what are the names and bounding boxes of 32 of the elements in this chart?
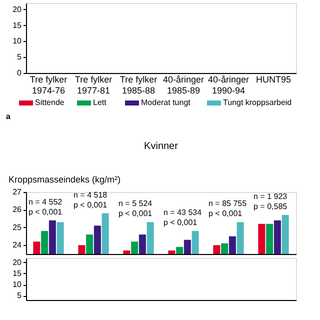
legend-label: Sittende xyxy=(35,98,65,107)
chart-title: Kvinner xyxy=(144,141,179,152)
legend-label: Tungt kroppsarbeid xyxy=(223,98,292,107)
text: a xyxy=(6,112,11,121)
y-axis-title: Kroppsmasseindeks (kg/m²) xyxy=(8,174,121,184)
x-tick-label: Tre fylker 1985-88 xyxy=(120,74,158,96)
y-tick-label: 24 xyxy=(12,240,22,250)
x-tick-label: Tre fylker 1974-76 xyxy=(30,74,68,96)
y-tick-label: 10 xyxy=(12,280,22,290)
x-tick-label: 40-åringer 1985-89 xyxy=(162,74,204,96)
y-tick-label: 26 xyxy=(12,205,22,214)
annotation: n = 4 552 p < 0,001 xyxy=(28,197,63,216)
y-tick-label: 5 xyxy=(17,52,22,62)
annotation: n = 5 524 p < 0,001 xyxy=(118,199,153,218)
y-tick-label: 20 xyxy=(12,4,22,14)
annotation: n = 85 755 p < 0,001 xyxy=(208,199,248,218)
legend-label: Moderat tungt xyxy=(141,98,192,107)
y-tick-label: 0 xyxy=(17,68,22,78)
y-tick-label: 25 xyxy=(12,222,22,232)
annotation: n = 4 518 p < 0,001 xyxy=(74,190,108,210)
y-tick-label: 10 xyxy=(12,36,22,46)
y-tick-label: 20 xyxy=(12,258,22,267)
y-tick-label: 15 xyxy=(12,268,22,278)
x-tick-label: Tre fylker 1977-81 xyxy=(74,74,112,96)
y-tick-label: 15 xyxy=(12,20,22,30)
x-tick-label: 40-åringer 1990-94 xyxy=(208,74,250,96)
legend-label: Lett xyxy=(93,98,108,107)
x-tick-label: HUNT95 xyxy=(256,74,292,84)
y-tick-label: 5 xyxy=(17,291,22,300)
y-tick-label: 27 xyxy=(12,188,22,196)
annotation: n = 43 534 p < 0,001 xyxy=(164,208,202,227)
annotation: n = 1 923 p = 0,585 xyxy=(254,192,288,212)
